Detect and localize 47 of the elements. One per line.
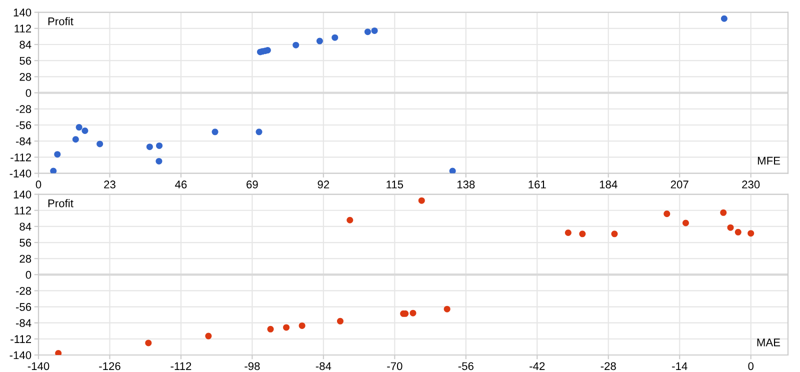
y-tick-label: 28: [20, 72, 32, 81]
y-tick-label: 140: [14, 8, 32, 16]
y-tick-label: 112: [14, 206, 31, 214]
x-tick-label: 69: [246, 180, 258, 188]
x-tick-label: 207: [670, 180, 688, 188]
x-tick-label: 23: [104, 180, 116, 188]
x-tick-label: -42: [530, 362, 545, 370]
y-tick-label: 56: [20, 238, 32, 247]
x-tick-label: -84: [316, 362, 332, 370]
x-tick-label: 115: [386, 180, 404, 188]
y-tick-label: -84: [16, 319, 32, 327]
x-tick-label: -56: [458, 362, 474, 370]
y-tick-label: 0: [26, 89, 32, 97]
y-tick-label: -28: [16, 105, 32, 114]
x-tick-label: -70: [387, 362, 402, 370]
y-axis-title: Profit: [48, 17, 74, 26]
y-tick-label: -56: [16, 121, 32, 130]
y-tick-label: 56: [20, 56, 32, 65]
x-tick-label: 92: [318, 180, 330, 188]
x-axis-title: MFE: [758, 156, 780, 165]
x-tick-label: -28: [600, 362, 616, 370]
x-tick-label: -14: [672, 362, 688, 370]
x-tick-label: 138: [457, 180, 475, 188]
x-tick-label: -126: [99, 362, 120, 370]
y-tick-label: 0: [26, 270, 32, 279]
x-axis-title: MAE: [757, 338, 780, 346]
y-tick-label: -56: [16, 303, 32, 311]
y-tick-label: -28: [16, 286, 32, 295]
y-axis-title: Profit: [48, 199, 74, 208]
x-tick-label: -112: [170, 362, 192, 370]
y-tick-label: -140: [10, 170, 32, 178]
x-tick-label: 0: [36, 180, 42, 188]
x-tick-label: 161: [528, 180, 546, 188]
y-tick-label: 28: [20, 254, 32, 263]
y-tick-label: 140: [14, 190, 32, 198]
x-tick-label: -98: [244, 362, 260, 370]
x-tick-label: 46: [175, 180, 187, 188]
y-tick-label: -140: [10, 351, 32, 360]
y-tick-label: 84: [20, 222, 32, 231]
x-tick-label: 0: [748, 362, 754, 370]
y-tick-label: 84: [20, 40, 32, 49]
x-tick-label: 184: [600, 180, 618, 188]
y-tick-label: -112: [10, 153, 31, 162]
y-tick-label: -84: [16, 137, 32, 146]
x-tick-label: 230: [742, 180, 760, 188]
y-tick-label: 112: [14, 24, 31, 32]
y-tick-label: -112: [10, 335, 31, 343]
